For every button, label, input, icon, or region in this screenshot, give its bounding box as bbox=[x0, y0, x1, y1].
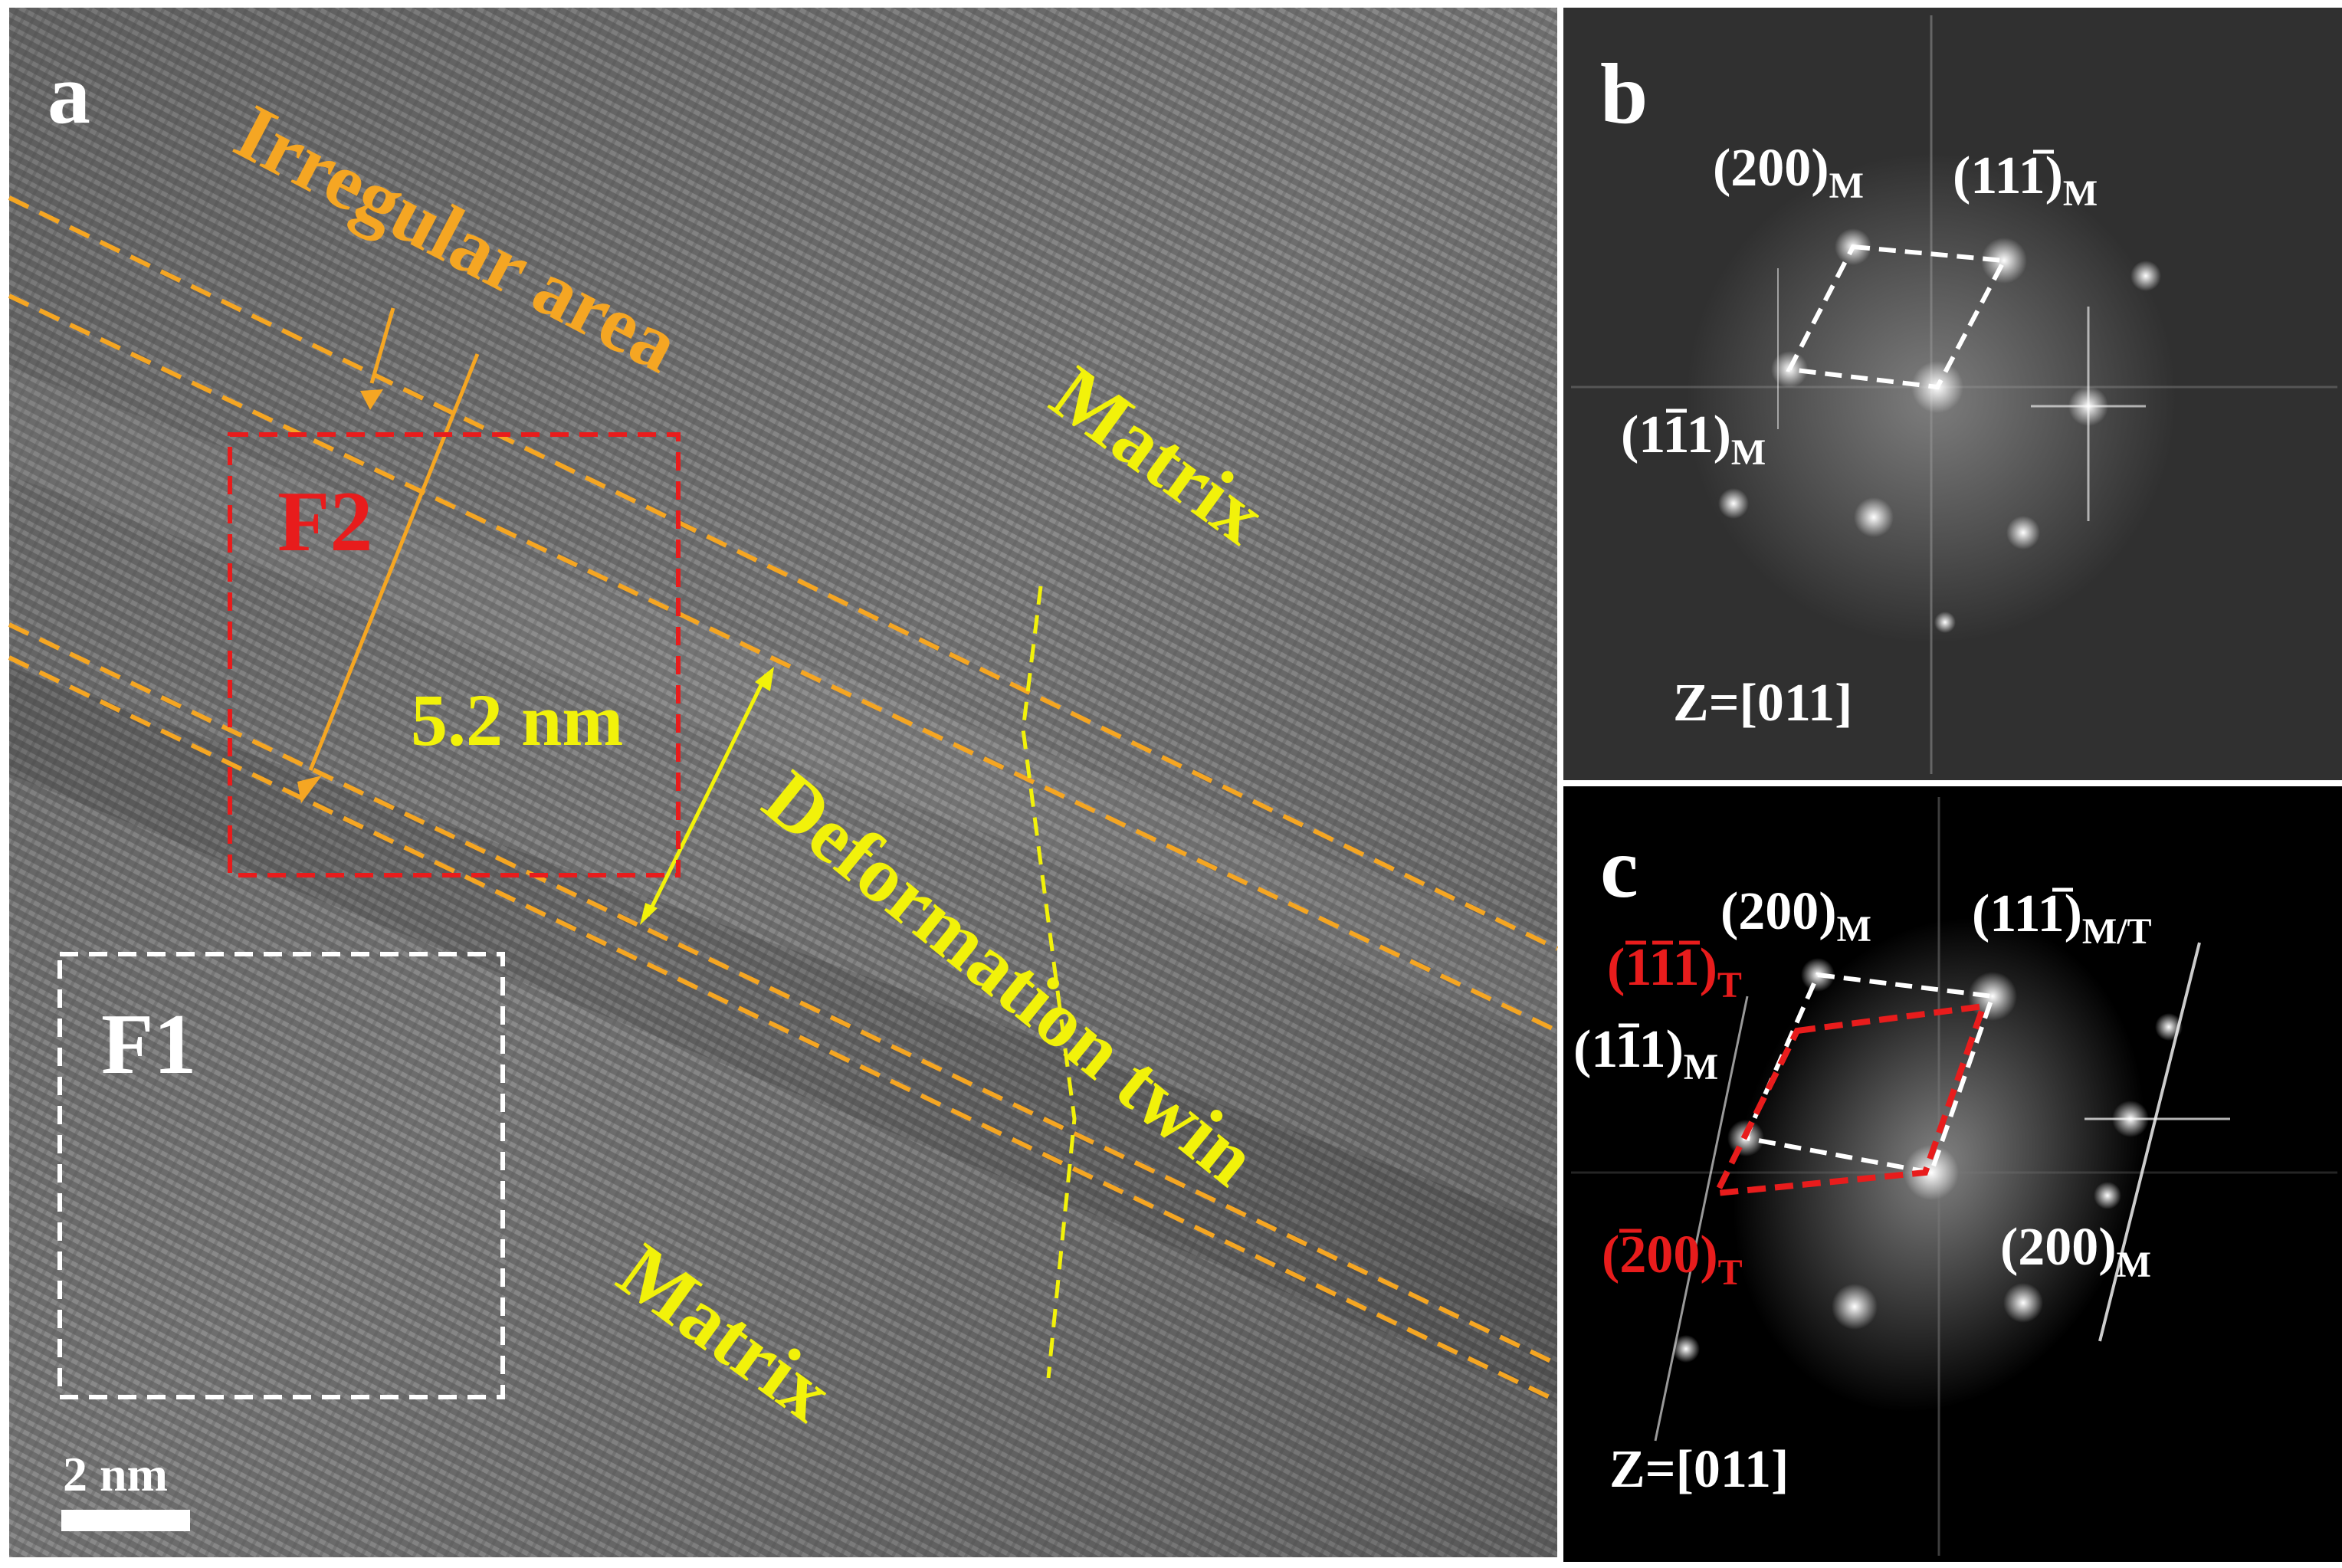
label-box-f1: F1 bbox=[101, 997, 196, 1092]
svg-text:(111)T: (111)T bbox=[1607, 938, 1742, 1005]
spot-center bbox=[1904, 1145, 1959, 1200]
fft-b-unit-cell bbox=[1786, 244, 2008, 390]
panel-a-letter: a bbox=[48, 47, 90, 142]
spot-11bar1 bbox=[1968, 972, 2017, 1021]
scale-bar-label: 2 nm bbox=[63, 1447, 168, 1501]
arrow-short-head bbox=[360, 389, 383, 410]
boundary-line-2 bbox=[8, 294, 1559, 1033]
fft-c-spots bbox=[1672, 958, 2183, 1363]
label-c-1bar11: (111)M bbox=[1573, 1020, 1718, 1087]
arrow-long-head bbox=[297, 776, 322, 803]
label-b-zone-axis: Z=[011] bbox=[1673, 674, 1852, 733]
arrow-head-top bbox=[755, 667, 774, 691]
boundary-line-3 bbox=[8, 622, 1559, 1366]
svg-text:(111)M/T: (111)M/T bbox=[1972, 884, 2152, 952]
label-c-zone-axis: Z=[011] bbox=[1609, 1440, 1789, 1499]
label-b-200: (200)M bbox=[1713, 139, 1864, 206]
panel-b-fft bbox=[1563, 8, 2342, 780]
boundary-line-1 bbox=[8, 195, 1559, 951]
svg-text:(111)M: (111)M bbox=[1953, 146, 2098, 214]
panel-c-fft bbox=[1563, 786, 2342, 1562]
panel-b-letter: b bbox=[1600, 47, 1648, 142]
arrow-short-shaft bbox=[369, 307, 395, 384]
svg-text:(111)M: (111)M bbox=[1621, 405, 1766, 473]
label-c-200-bottom: (200)M bbox=[2000, 1218, 2151, 1285]
panel-a-hrtem-image bbox=[9, 8, 1557, 1557]
panel-c-letter: c bbox=[1600, 821, 1638, 916]
arrow-long-shaft bbox=[308, 353, 480, 771]
spot-bar200-T bbox=[1832, 1284, 1878, 1330]
spot-200-bottom bbox=[2003, 1283, 2043, 1323]
label-c-bar200-T: (200)T bbox=[1602, 1225, 1743, 1293]
label-c-200-top: (200)M bbox=[1720, 882, 1871, 950]
lattice-trace-line bbox=[1021, 586, 1077, 1379]
spot-11bar1 bbox=[1981, 238, 2027, 284]
svg-text:(200)T: (200)T bbox=[1602, 1225, 1743, 1293]
label-b-11bar1: (111)M bbox=[1953, 146, 2098, 214]
arrow-head-bottom bbox=[640, 903, 658, 925]
boundary-line-4 bbox=[8, 655, 1559, 1403]
twin-width-arrow bbox=[640, 667, 774, 925]
label-c-bar1bar11bar-T: (111)T bbox=[1607, 938, 1742, 1005]
label-box-f2: F2 bbox=[277, 474, 372, 569]
label-b-1bar11: (111)M bbox=[1621, 405, 1766, 473]
irregular-area-arrows bbox=[297, 307, 480, 803]
scale-bar bbox=[61, 1510, 190, 1531]
label-c-11bar1: (111)M/T bbox=[1972, 884, 2152, 952]
svg-text:(111)M: (111)M bbox=[1573, 1020, 1718, 1087]
label-twin-width: 5.2 nm bbox=[411, 679, 623, 761]
box-f2 bbox=[228, 432, 681, 877]
fft-c-twin-cell bbox=[1711, 1002, 1988, 1197]
box-f1 bbox=[57, 952, 505, 1399]
twin-boundary-lines bbox=[8, 195, 1559, 1403]
